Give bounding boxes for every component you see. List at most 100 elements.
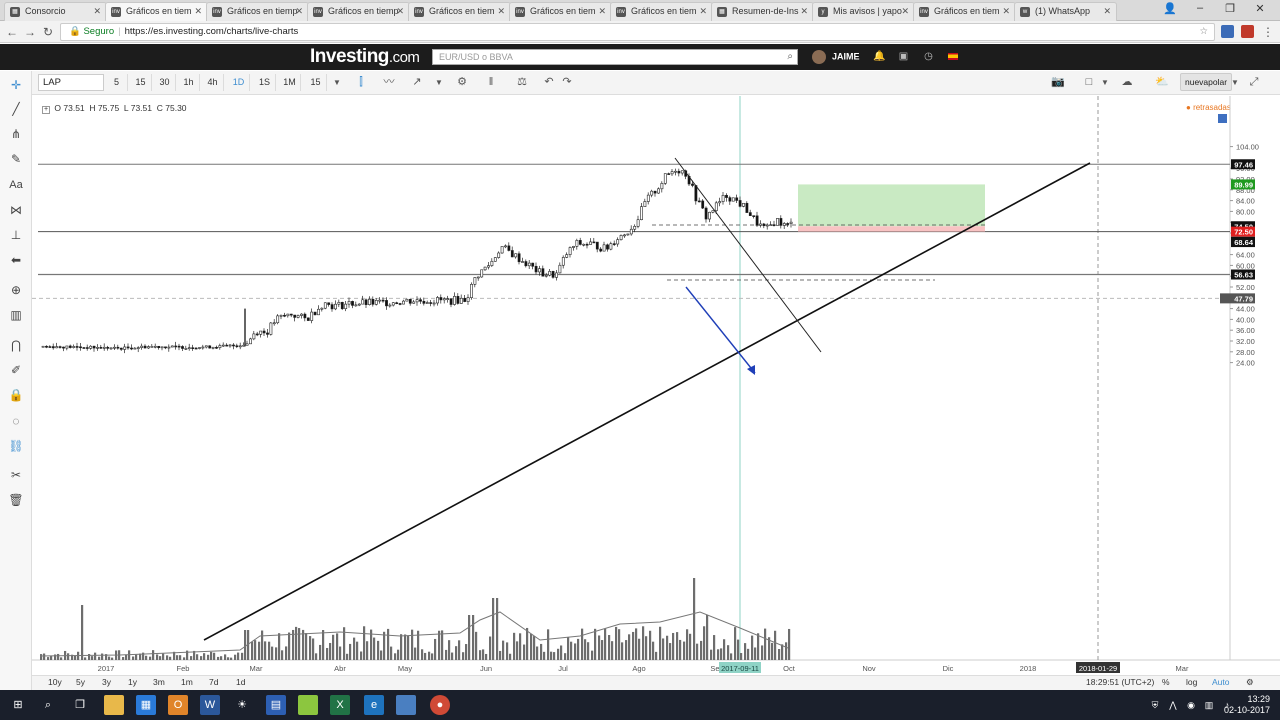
zoom-icon[interactable]: ⊕ (10, 283, 22, 297)
layout-icon[interactable]: □ (1085, 76, 1093, 88)
excel-icon[interactable]: X (330, 695, 350, 715)
interval-button[interactable]: 30 (154, 74, 176, 91)
redo-icon[interactable]: ↷ (562, 76, 572, 88)
back-icon[interactable]: ← (6, 25, 18, 39)
tab-close-icon[interactable]: ✕ (194, 6, 202, 16)
range-button[interactable]: 5y (76, 677, 85, 687)
arrow-left-icon[interactable]: ⬅ (10, 253, 22, 267)
interval-button[interactable]: 15 (130, 74, 152, 91)
pitchfork-icon[interactable]: ⋔ (10, 127, 22, 141)
spain-flag-icon[interactable] (948, 53, 958, 60)
outlook-icon[interactable]: O (168, 695, 188, 715)
tools-icon[interactable]: ✂ (10, 468, 22, 482)
maximize-icon[interactable]: ❐ (1225, 3, 1235, 15)
url-field[interactable]: 🔒 Seguro | https://es.investing.com/charts… (60, 23, 1215, 41)
hide-eye-icon[interactable]: ◌ (12, 414, 20, 428)
volume-icon[interactable]: ♪ (1224, 700, 1230, 710)
tab-close-icon[interactable]: ✕ (497, 6, 505, 16)
clock-icon[interactable]: ◷ (924, 51, 933, 62)
tray-icon[interactable]: ◉ (1187, 700, 1195, 710)
indicators-icon[interactable]: 〰 (383, 76, 395, 88)
tab-close-icon[interactable]: ✕ (598, 6, 606, 16)
weather-icon[interactable]: ☀ (237, 699, 247, 711)
extension-icon[interactable] (1241, 25, 1254, 38)
calculator-icon[interactable]: ▦ (136, 695, 156, 715)
windows-start-icon[interactable]: ⊞ (13, 699, 23, 711)
ruler-icon[interactable]: ▥ (10, 308, 22, 322)
browser-tab[interactable]: inv Gráficos en tiemp ✕ (307, 2, 410, 21)
interval-button[interactable]: 4h (202, 74, 224, 91)
cloud-icon[interactable]: ☁ (1121, 76, 1133, 88)
cloud-upload-icon[interactable]: ⛅ (1155, 76, 1169, 88)
app-icon[interactable] (396, 695, 416, 715)
tab-close-icon[interactable]: ✕ (396, 6, 404, 16)
interval-button[interactable]: 1S (254, 74, 276, 91)
pattern-icon[interactable]: ⋈ (10, 203, 22, 217)
range-button[interactable]: 10y (48, 677, 62, 687)
range-button[interactable]: 3m (153, 677, 165, 687)
search-icon[interactable]: ⌕ (787, 51, 793, 62)
undo-icon[interactable]: ↶ (544, 76, 554, 88)
edge-icon[interactable]: e (364, 695, 384, 715)
range-button[interactable]: 3y (102, 677, 111, 687)
interval-button[interactable]: 1M (279, 74, 301, 91)
bookmark-star-icon[interactable]: ☆ (1199, 26, 1208, 37)
interval-button[interactable]: 1h (178, 74, 200, 91)
measure-icon[interactable]: ⊥ (10, 228, 22, 242)
range-button[interactable]: 1d (236, 677, 246, 687)
browser-tab[interactable]: inv Gráficos en tiem ✕ (913, 2, 1016, 21)
forward-icon[interactable]: → (24, 25, 36, 39)
magnet-icon[interactable]: ⋂ (11, 338, 21, 352)
interval-button[interactable]: 15 (305, 74, 327, 91)
network-icon[interactable]: ▥ (1204, 700, 1214, 710)
tab-close-icon[interactable]: ✕ (1002, 6, 1010, 16)
chevron-down-icon[interactable]: ▼ (1101, 78, 1109, 87)
site-search-input[interactable]: EUR/USD o BBVA ⌕ (432, 49, 798, 65)
browser-tab[interactable]: inv Gráficos en tiemp ✕ (206, 2, 309, 21)
user-icon[interactable]: 👤 (1163, 3, 1177, 15)
lock-icon[interactable]: 🔒 (8, 388, 24, 402)
link-icon[interactable]: ⛓ (8, 439, 24, 453)
browser-tab[interactable]: w (1) WhatsApp ✕ (1014, 2, 1117, 21)
system-clock[interactable]: 13:29 02-10-2017 (1224, 694, 1270, 716)
tab-close-icon[interactable]: ✕ (901, 6, 909, 16)
chevron-down-icon[interactable]: ▼ (1231, 78, 1239, 87)
balance-icon[interactable]: ⚖ (517, 76, 527, 88)
menu-icon[interactable]: ⋮ (1262, 25, 1274, 39)
expand-icon[interactable]: + (42, 106, 50, 114)
minimize-icon[interactable]: – (1196, 2, 1204, 14)
tab-close-icon[interactable]: ✕ (699, 6, 707, 16)
settings-gear-icon[interactable]: ⚙ (1246, 677, 1254, 687)
info-icon[interactable] (1218, 114, 1227, 123)
price-chart[interactable]: 104.0096.0092.0088.0084.0080.0076.0072.0… (32, 96, 1280, 675)
bell-icon[interactable]: 🔔 (873, 51, 886, 62)
reload-icon[interactable]: ↻ (42, 25, 54, 39)
browser-tab[interactable]: inv Gráficos en tiem ✕ (509, 2, 612, 21)
brush-icon[interactable]: ✎ (10, 152, 22, 166)
task-view-icon[interactable]: ❐ (75, 699, 85, 711)
browser-tab[interactable]: ▦ Consorcio ✕ (4, 2, 107, 21)
interval-button[interactable]: 1D (228, 74, 250, 91)
range-button[interactable]: 1m (181, 677, 193, 687)
extension-icon[interactable] (1221, 25, 1234, 38)
browser-tab[interactable]: y Mis avisos | yapo ✕ (812, 2, 915, 21)
percent-toggle[interactable]: % (1162, 677, 1170, 687)
compare-icon[interactable]: ↗ (412, 76, 422, 88)
range-button[interactable]: 1y (128, 677, 137, 687)
camera-icon[interactable]: 📷 (1051, 76, 1065, 88)
range-button[interactable]: 7d (209, 677, 219, 687)
tab-close-icon[interactable]: ✕ (800, 6, 808, 16)
tab-close-icon[interactable]: ✕ (295, 6, 303, 16)
browser-tab[interactable]: inv Gráficos en tiem ✕ (408, 2, 511, 21)
log-toggle[interactable]: log (1186, 677, 1198, 687)
close-window-icon[interactable]: ✕ (1255, 3, 1265, 15)
studies-icon[interactable]: ǁ (488, 76, 494, 88)
chrome-icon[interactable]: ● (430, 695, 450, 715)
browser-tab[interactable]: ▦ Resumen-de-Ins ✕ (711, 2, 814, 21)
candles-icon[interactable]: ⫿ (359, 76, 363, 88)
tab-close-icon[interactable]: ✕ (1103, 6, 1111, 16)
crosshair-icon[interactable]: ✛ (10, 78, 22, 92)
search-icon[interactable]: ⌕ (44, 699, 52, 711)
interval-button[interactable]: 5 (106, 74, 128, 91)
word-icon[interactable]: W (200, 695, 220, 715)
